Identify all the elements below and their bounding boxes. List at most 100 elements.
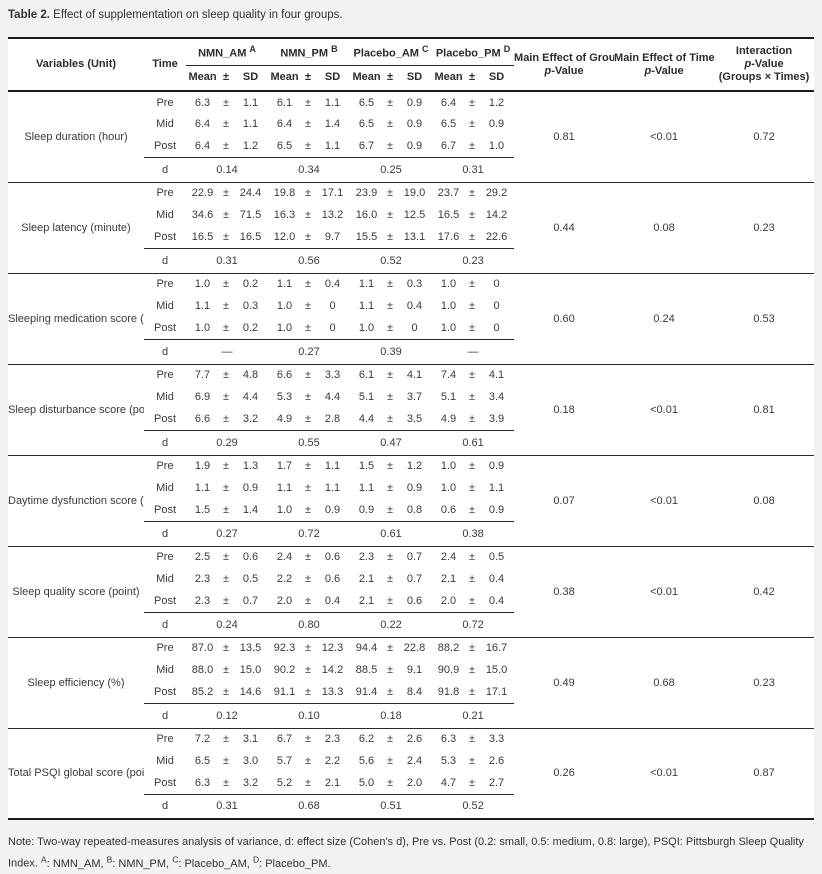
mean-cell: 5.3 [276,391,293,403]
results-table: Variables (Unit) Time NMN_AM A NMN_PM B Plac… [8,37,815,820]
plusminus-cell: ± [386,139,394,152]
plusminus-cell: ± [386,209,394,221]
time-cell: Post [153,503,176,516]
sd-cell: 2.3 [324,733,341,746]
sd-cell: 4.1 [406,369,423,382]
sd-cell: 22.6 [485,230,508,243]
mean-cell: 2.1 [440,573,457,585]
sd-cell: 13.2 [321,209,344,221]
mean-cell: 1.0 [440,460,457,473]
plusminus-cell: ± [222,321,230,334]
sd-cell: 1.3 [242,460,259,473]
plusminus-cell: ± [468,139,476,152]
plusminus-cell: ± [386,755,394,767]
time-cell: Mid [156,573,174,585]
mean-cell: 1.0 [276,503,293,516]
table-row: Post 1.0 ±0.2 1.0 ±0 1.0 ±0 1.0 ±0 [8,317,814,339]
plusminus-cell: ± [304,278,312,291]
sd-cell: 24.4 [239,187,262,200]
table-row: Mid 6.5 ±3.0 5.7 ±2.2 5.6 ±2.4 5.3 ±2.6 [8,750,814,772]
plusminus-cell: ± [304,187,312,200]
sd-cell: 16.5 [239,230,262,243]
plusminus-cell: ± [222,733,230,746]
mean-cell: 6.1 [358,369,375,382]
table-row: Mid 2.3 ±0.5 2.2 ±0.6 2.1 ±0.7 2.1 ±0.4 [8,568,814,590]
effect-size-cell: 0.52 [432,793,515,820]
sd-cell: 1.1 [324,482,341,494]
effect-size-cell: 0.31 [186,247,268,274]
table-caption: Table 2. Effect of supplementation on sl… [0,0,822,22]
plusminus-cell: ± [304,551,312,564]
plusminus-cell: ± [304,503,312,516]
variable-cell: Sleep quality score (point) [8,546,144,638]
effect-size-label-cell: d [144,793,186,820]
plusminus-cell: ± [468,503,476,516]
plusminus-cell: ± [386,321,394,334]
p-value-time-cell: 0.68 [614,637,715,729]
effect-size-cell: 0.55 [268,429,350,456]
plusminus-cell: ± [222,642,230,655]
time-cell: Pre [156,369,174,382]
sd-cell: 4.4 [324,391,341,403]
effect-size-row: d 0.29 0.55 0.47 0.61 [8,429,814,456]
effect-size-cell: 0.22 [350,611,433,638]
sd-cell: 4.4 [242,391,259,403]
p-value-interaction-cell: 0.87 [714,728,815,820]
sd-cell: 14.6 [239,685,262,698]
plusminus-cell: ± [222,755,230,767]
mean-cell: 6.4 [194,139,211,152]
mean-cell: 23.7 [437,187,460,200]
variable-block: Sleep quality score (point) Pre 2.5 ±0.6 2.4… [8,546,815,638]
sd-cell: 3.2 [242,412,259,425]
sd-cell: 9.7 [324,230,341,243]
sd-cell: 1.4 [324,118,341,130]
col-header-time: Time [144,38,186,92]
table-row: Post 6.4 ±1.2 6.5 ±1.1 6.7 ±0.9 6.7 ±1.0 [8,135,814,157]
sd-cell: 0.7 [406,573,423,585]
plusminus-cell: ± [386,503,394,516]
sd-cell: 15.0 [485,664,508,676]
plusminus-cell: ± [222,503,230,516]
effect-size-cell: 0.31 [186,793,268,820]
effect-size-cell: 0.47 [350,429,433,456]
mean-cell: 1.0 [440,300,457,312]
mean-cell: 0.9 [358,503,375,516]
mean-cell: 1.1 [276,278,293,291]
mean-cell: 2.4 [440,551,457,564]
note-superscript: B [106,854,113,864]
sd-cell: 13.3 [321,685,344,698]
pvalue-header-line: Main Effect of Group [514,51,615,64]
mean-cell: 1.1 [358,482,375,494]
effect-size-label-cell: d [144,156,186,183]
group-name-label: Placebo_PM [435,47,504,60]
pvalue-header-line: (Groups × Times) [718,71,810,83]
sd-cell: 0.6 [242,551,259,564]
time-cell: Pre [156,187,174,200]
sd-cell: 2.0 [406,776,423,789]
mean-cell: 5.6 [358,755,375,767]
plusminus-cell: ± [386,664,394,676]
pvalue-header-line: Main Effect of Time [614,51,715,64]
col-header-group: Placebo_PM D [432,38,515,66]
mean-cell: 1.7 [276,460,293,473]
effect-size-cell: 0.51 [350,793,433,820]
p-value-interaction-cell: 0.72 [714,91,815,183]
sd-cell: 0.9 [406,139,423,152]
effect-size-cell: 0.72 [432,611,515,638]
mean-cell: 1.1 [358,300,375,312]
time-cell: Mid [156,209,174,221]
sd-cell: 0 [493,278,500,291]
table-row: Mid 1.1 ±0.3 1.0 ±0 1.1 ±0.4 1.0 ±0 [8,295,814,317]
plusminus-cell: ± [304,209,312,221]
sd-cell: 1.1 [488,482,505,494]
mean-cell: 2.0 [440,594,457,607]
table-caption-label: Table 2. [8,9,50,21]
plusminus-cell: ± [222,230,230,243]
variable-block: Sleep duration (hour) Pre 6.3 ±1.1 6.1 ±1.1 6.… [8,91,815,183]
mean-cell: 2.3 [358,551,375,564]
mean-cell: 0.6 [440,503,457,516]
sd-cell: 0.9 [242,482,259,494]
variable-block: Total PSQI global score (point) Pre 7.2 ±3.… [8,728,815,820]
variable-block: Daytime dysfunction score (point) Pre 1.9 ±… [8,455,815,547]
plusminus-cell: ± [304,482,312,494]
